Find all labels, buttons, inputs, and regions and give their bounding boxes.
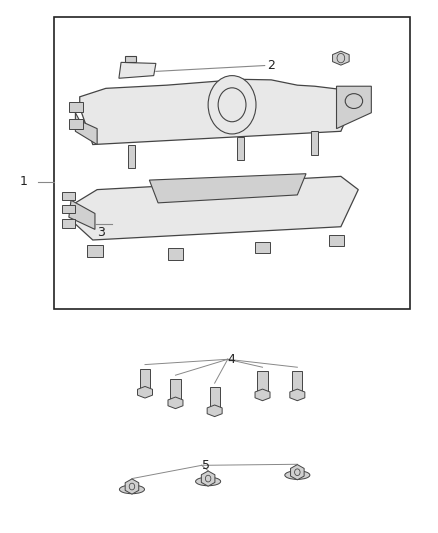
Bar (62, 205, 74, 214)
Polygon shape (80, 79, 358, 144)
Polygon shape (125, 56, 136, 62)
Polygon shape (336, 86, 371, 128)
Bar (170, 379, 180, 403)
Polygon shape (138, 386, 152, 398)
Polygon shape (201, 471, 215, 486)
Bar (62, 219, 74, 228)
Circle shape (208, 76, 256, 134)
Bar (69, 102, 83, 112)
Bar (62, 192, 74, 200)
Bar (69, 119, 83, 128)
Bar (168, 248, 184, 260)
Polygon shape (290, 465, 304, 480)
Polygon shape (332, 51, 349, 65)
Bar (209, 387, 220, 411)
Bar (128, 144, 135, 168)
Bar (311, 131, 318, 155)
Bar (292, 372, 302, 395)
Bar (328, 235, 344, 246)
Text: 5: 5 (201, 459, 210, 472)
Text: 2: 2 (267, 59, 275, 71)
Bar (258, 372, 268, 395)
Text: 4: 4 (228, 353, 236, 366)
Bar (237, 136, 244, 160)
Polygon shape (149, 174, 306, 203)
Bar (254, 241, 270, 253)
Text: 1: 1 (20, 175, 28, 188)
Polygon shape (75, 176, 358, 240)
Ellipse shape (196, 477, 221, 486)
Bar (140, 369, 150, 392)
Ellipse shape (285, 471, 310, 479)
Polygon shape (168, 397, 183, 409)
Text: 3: 3 (97, 225, 105, 239)
Polygon shape (207, 405, 222, 417)
Bar (87, 245, 103, 257)
Polygon shape (255, 389, 270, 401)
Polygon shape (69, 200, 95, 229)
Polygon shape (125, 479, 139, 494)
Polygon shape (290, 389, 305, 401)
Bar (53, 17, 410, 309)
Ellipse shape (120, 485, 145, 494)
Polygon shape (75, 113, 97, 144)
Polygon shape (119, 62, 156, 78)
